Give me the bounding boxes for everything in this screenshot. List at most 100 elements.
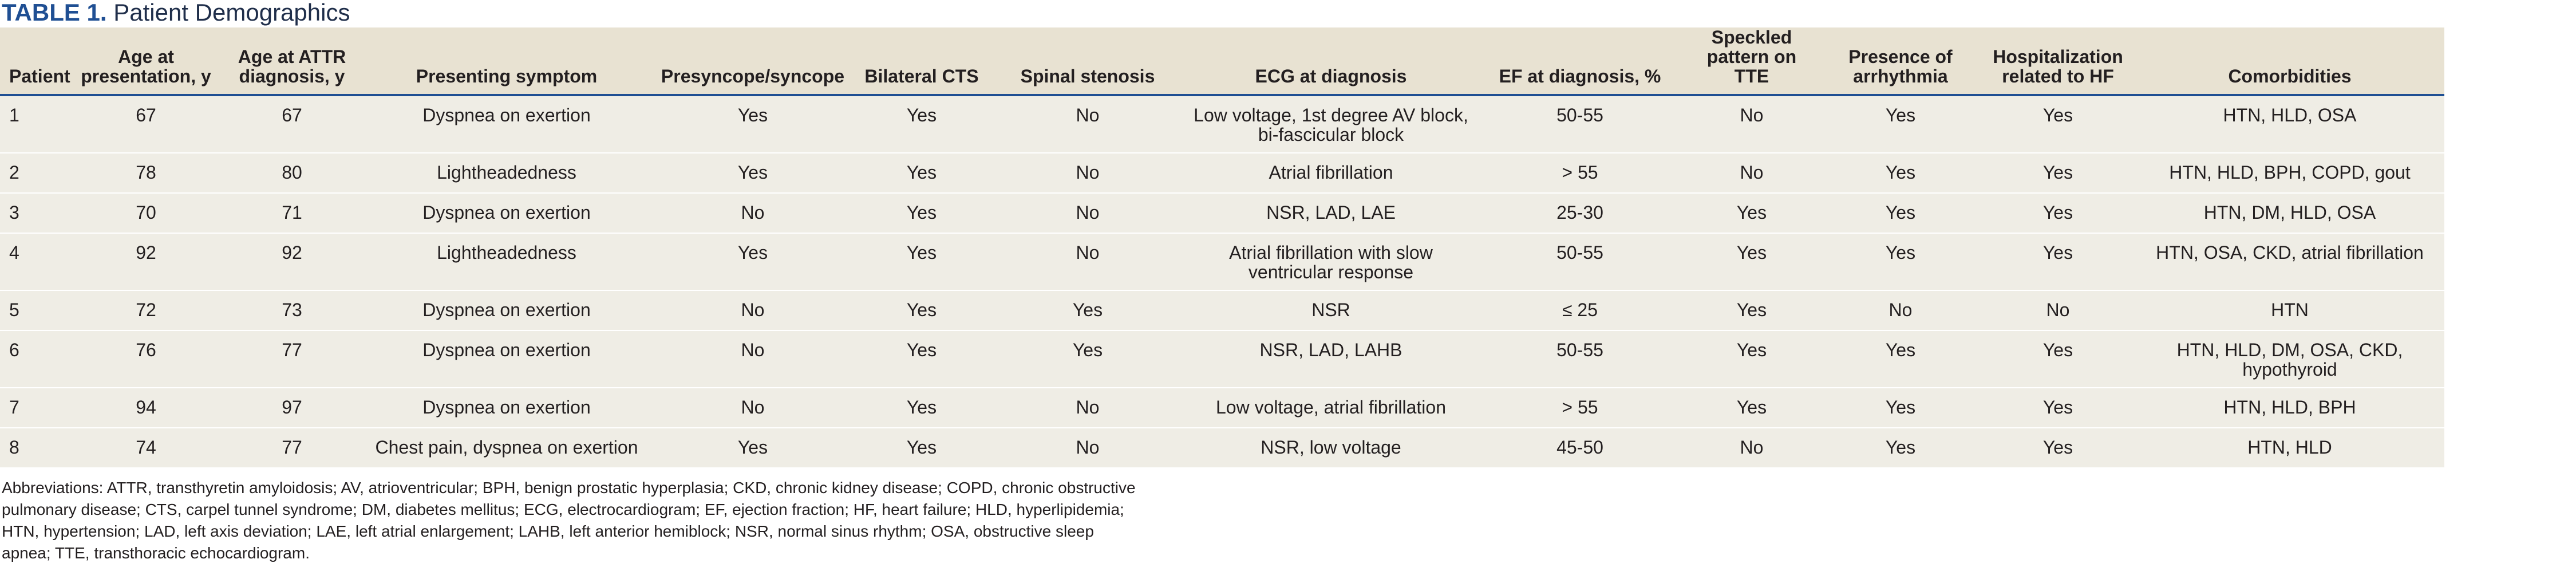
table-body: 1 67 67 Dyspnea on exertion Yes Yes No Low volt… (0, 95, 2444, 468)
table-cell: Yes (990, 330, 1185, 388)
table-cell: 71 (223, 193, 361, 234)
table-cell: No (653, 330, 853, 388)
column-header: Bilateral CTS (853, 27, 990, 96)
abbreviations-footnote: Abbreviations: ATTR, transthyretin amylo… (2, 479, 1136, 562)
table-cell: Dyspnea on exertion (361, 330, 653, 388)
table-cell: Yes (1981, 233, 2135, 291)
column-header: ECG at diagnosis (1185, 27, 1477, 96)
table-cell: HTN, HLD, DM, OSA, CKD, hypothyroid (2135, 330, 2444, 388)
table-row: 7 94 97 Dyspnea on exertion No Yes No Low volta… (0, 388, 2444, 428)
table-cell: No (653, 193, 853, 234)
table-cell: HTN, OSA, CKD, atrial fibrillation (2135, 233, 2444, 291)
table-cell: Yes (853, 193, 990, 234)
table-cell: Yes (1683, 330, 1820, 388)
table-caption: TABLE 1. Patient Demographics (2, 0, 350, 25)
table-cell: No (653, 290, 853, 331)
table-cell: 6 (0, 330, 69, 388)
table-cell: Yes (1820, 388, 1981, 428)
table-cell: 70 (69, 193, 223, 234)
table-cell: 97 (223, 388, 361, 428)
table-cell: Yes (1981, 193, 2135, 234)
table-cell: HTN, HLD (2135, 428, 2444, 468)
table-row: 4 92 92 Lightheadedness Yes Yes No Atrial fibri… (0, 233, 2444, 291)
table-cell: No (990, 233, 1185, 291)
table-cell: HTN, DM, HLD, OSA (2135, 193, 2444, 234)
table-cell: Yes (1981, 428, 2135, 468)
table-cell: Yes (853, 388, 990, 428)
table-row: 1 67 67 Dyspnea on exertion Yes Yes No Low volt… (0, 95, 2444, 153)
table-cell: > 55 (1477, 153, 1683, 194)
column-header: Speckled pattern on TTE (1683, 27, 1820, 96)
table-cell: 8 (0, 428, 69, 468)
table-cell: Low voltage, 1st degree AV block, bi-fas… (1185, 95, 1477, 153)
table-cell: No (1683, 428, 1820, 468)
table-cell: No (990, 153, 1185, 194)
column-header: Presence of arrhythmia (1820, 27, 1981, 96)
table-row: 6 76 77 Dyspnea on exertion No Yes Yes NSR, LAD… (0, 330, 2444, 388)
table-cell: Yes (853, 428, 990, 468)
column-header: Presenting symptom (361, 27, 653, 96)
column-header: Hospitalization related to HF (1981, 27, 2135, 96)
table-cell: 73 (223, 290, 361, 331)
table-cell: 7 (0, 388, 69, 428)
table-cell: 2 (0, 153, 69, 194)
column-header: Age at ATTR diagnosis, y (223, 27, 361, 96)
table-cell: 45-50 (1477, 428, 1683, 468)
table-row: 5 72 73 Dyspnea on exertion No Yes Yes NSR ≤ 25 Y… (0, 290, 2444, 331)
table-cell: 92 (223, 233, 361, 291)
table-cell: 50-55 (1477, 330, 1683, 388)
table-cell: HTN (2135, 290, 2444, 331)
table-cell: Yes (653, 233, 853, 291)
table-cell: Yes (653, 153, 853, 194)
table-cell: Dyspnea on exertion (361, 290, 653, 331)
table-cell: 67 (223, 95, 361, 153)
table-cell: 78 (69, 153, 223, 194)
table-cell: 92 (69, 233, 223, 291)
table-cell: 77 (223, 428, 361, 468)
demographics-table-container: Patient Age at presentation, y Age at ATTR… (0, 27, 2444, 468)
table-cell: No (990, 428, 1185, 468)
table-cell: NSR, LAD, LAHB (1185, 330, 1477, 388)
table-cell: Yes (653, 428, 853, 468)
table-cell: No (990, 193, 1185, 234)
table-cell: 77 (223, 330, 361, 388)
table-cell: 67 (69, 95, 223, 153)
table-cell: 3 (0, 193, 69, 234)
table-cell: Chest pain, dyspnea on exertion (361, 428, 653, 468)
table-cell: NSR (1185, 290, 1477, 331)
table-cell: Yes (853, 153, 990, 194)
table-label: TABLE 1. (2, 0, 107, 26)
table-cell: Yes (1981, 388, 2135, 428)
table-cell: Lightheadedness (361, 233, 653, 291)
table-cell: Yes (853, 290, 990, 331)
table-cell: Yes (1683, 233, 1820, 291)
table-cell: 76 (69, 330, 223, 388)
table-cell: Yes (1683, 388, 1820, 428)
table-cell: Yes (1981, 153, 2135, 194)
table-row: 2 78 80 Lightheadedness Yes Yes No Atrial fibri… (0, 153, 2444, 194)
table-row: 3 70 71 Dyspnea on exertion No Yes No NSR, LAD,… (0, 193, 2444, 234)
table-title: Patient Demographics (113, 0, 350, 26)
table-cell: No (1683, 153, 1820, 194)
table-cell: Yes (1820, 330, 1981, 388)
table-cell: Yes (1820, 428, 1981, 468)
table-cell: Dyspnea on exertion (361, 193, 653, 234)
table-cell: Yes (1981, 95, 2135, 153)
table-cell: Yes (1820, 95, 1981, 153)
table-cell: ≤ 25 (1477, 290, 1683, 331)
table-cell: Yes (1820, 153, 1981, 194)
table-cell: Dyspnea on exertion (361, 95, 653, 153)
table-cell: HTN, HLD, OSA (2135, 95, 2444, 153)
table-header: Patient Age at presentation, y Age at ATTR… (0, 27, 2444, 96)
table-cell: HTN, HLD, BPH (2135, 388, 2444, 428)
table-cell: Yes (1981, 330, 2135, 388)
table-cell: Dyspnea on exertion (361, 388, 653, 428)
table-cell: Yes (1820, 233, 1981, 291)
table-cell: Lightheadedness (361, 153, 653, 194)
table-cell: HTN, HLD, BPH, COPD, gout (2135, 153, 2444, 194)
table-cell: Yes (1820, 193, 1981, 234)
table-cell: No (1820, 290, 1981, 331)
table-cell: Atrial fibrillation with slow ventricula… (1185, 233, 1477, 291)
table-cell: No (990, 95, 1185, 153)
